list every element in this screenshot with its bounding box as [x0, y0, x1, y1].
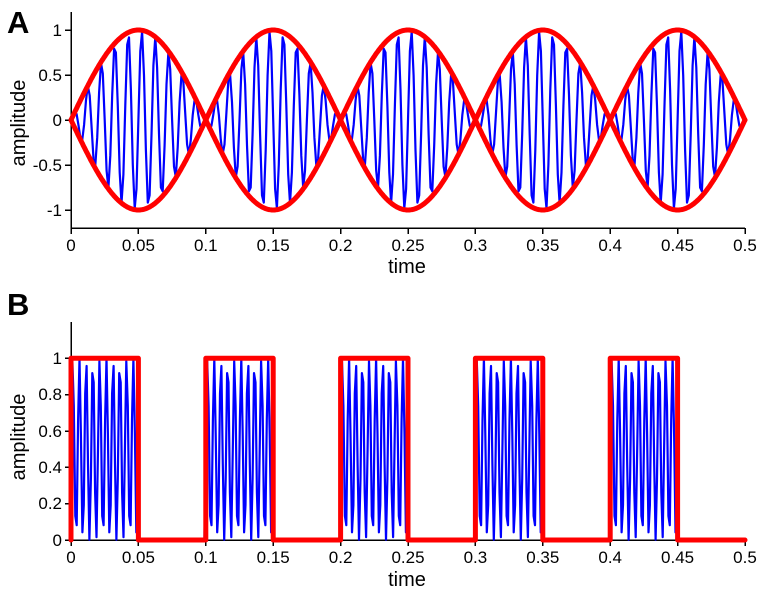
panel-b-y-tick-label: 0.4 [38, 457, 62, 477]
panel-b-y-tick-label: 1 [52, 348, 62, 368]
panel-a-xlabel: time [388, 256, 426, 278]
panel-b-x-tick-label: 0.05 [121, 548, 155, 567]
panel-b-x-tick-label: 0.25 [391, 548, 425, 567]
panel-b-x-tick-label: 0.45 [661, 548, 695, 567]
panel-b-y-tick-label: 0.2 [38, 494, 62, 514]
panel-a-x-tick-label: 0.2 [328, 236, 353, 255]
panel-b-x-tick-label: 0.4 [598, 548, 622, 567]
panel-b-x-tick-label: 0.15 [256, 548, 290, 567]
panel-a-x-tick-label: 0.5 [733, 236, 757, 255]
panel-a-x-tick-label: 0.1 [193, 236, 218, 255]
panel-a-y-tick-label: 0.5 [38, 65, 62, 85]
panel-a-y-tick-label: 1 [52, 20, 62, 40]
panel-b-y-tick-label: 0.8 [38, 385, 62, 405]
panel-b-y-tick-label: 0.6 [38, 421, 62, 441]
panel-b-x-tick-label: 0.2 [328, 548, 353, 567]
panel-a-series-am-signal [69, 30, 747, 210]
panel-a-series-lower-envelope [68, 117, 748, 213]
panel-a-y-tick-label: -0.5 [32, 155, 62, 175]
panel-b-x-tick-label: 0 [66, 548, 76, 567]
panel-a-x-tick-label: 0.15 [256, 236, 290, 255]
panel-a-x-tick-label: 0.4 [598, 236, 622, 255]
panel-a-x-tick-label: 0.3 [463, 236, 488, 255]
panel-a-x-tick-label: 0.35 [526, 236, 560, 255]
panel-a-y-tick-label: -1 [46, 200, 62, 220]
panel-b-series-gate-pulse [68, 355, 748, 543]
panel-a-series-upper-envelope [68, 27, 748, 123]
panel-b-x-tick-label: 0.5 [733, 548, 757, 567]
panel-b-x-tick-label: 0.1 [193, 548, 218, 567]
panel-a-x-tick-label: 0.45 [661, 236, 695, 255]
panel-a-x-tick-label: 0.25 [391, 236, 425, 255]
panel-b-x-tick-label: 0.3 [463, 548, 488, 567]
panel-b-x-tick-label: 0.35 [526, 548, 560, 567]
panel-a-label: A [7, 5, 30, 40]
panel-a-x-tick-label: 0.05 [121, 236, 155, 255]
panel-a-x-tick-label: 0 [66, 236, 76, 255]
panel-a-y-tick-label: 0 [52, 110, 62, 130]
panel-b-y-tick-label: 0 [52, 530, 62, 550]
panel-b-xlabel: time [388, 569, 426, 591]
panel-b-label: B [7, 287, 30, 322]
